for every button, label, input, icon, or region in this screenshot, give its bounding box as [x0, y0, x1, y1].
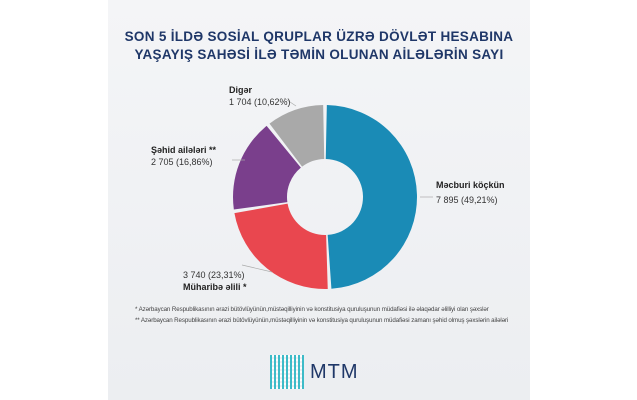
logo-text: MTM — [310, 360, 359, 383]
logo-mark-icon — [270, 355, 304, 389]
slice-value: 3 740 (23,31%) — [183, 270, 245, 280]
donut-slice-1 — [234, 203, 328, 289]
footnote-1: * Azərbaycan Respublikasının ərazi bütöv… — [135, 306, 489, 313]
chart-title: SON 5 İLDƏ SOSİAL QRUPLAR ÜZRƏ DÖVLƏT HE… — [108, 28, 530, 64]
slice-value: 1 704 (10,62%) — [229, 97, 291, 107]
title-line-1: SON 5 İLDƏ SOSİAL QRUPLAR ÜZRƏ DÖVLƏT HE… — [124, 29, 514, 44]
slice-value: 2 705 (16,86%) — [151, 157, 213, 167]
footnote-2: ** Azərbaycan Respublikasının ərazi bütö… — [135, 317, 509, 324]
donut-slice-3 — [269, 105, 325, 167]
label-diger: Digər 1 704 (10,62%) — [229, 85, 291, 108]
infographic-background — [108, 0, 530, 400]
donut-slice-0 — [325, 105, 418, 289]
slice-name: Digər — [229, 85, 253, 95]
slice-value: 7 895 (49,21%) — [436, 195, 498, 205]
slice-name: Məcburi köçkün — [436, 180, 505, 190]
title-line-2: YAŞAYIŞ SAHƏSİ İLƏ TƏMİN OLUNAN AİLƏLƏRİ… — [134, 47, 504, 62]
slice-name: Müharibə əlili * — [183, 282, 247, 292]
leader-line-diger — [283, 97, 297, 107]
slice-name: Şəhid ailələri ** — [151, 145, 217, 155]
mtm-logo: MTM — [270, 355, 359, 389]
label-sehid: Şəhid ailələri ** 2 705 (16,86%) — [151, 145, 216, 168]
footnotes: * Azərbaycan Respublikasının ərazi bütöv… — [135, 304, 508, 326]
leader-line-muharibe — [241, 264, 273, 273]
label-muharibe: 3 740 (23,31%) Müharibə əlili * — [183, 270, 247, 293]
donut-slice-2 — [233, 125, 301, 210]
label-mecburi: Məcburi köçkün 7 895 (49,21%) — [436, 180, 505, 206]
